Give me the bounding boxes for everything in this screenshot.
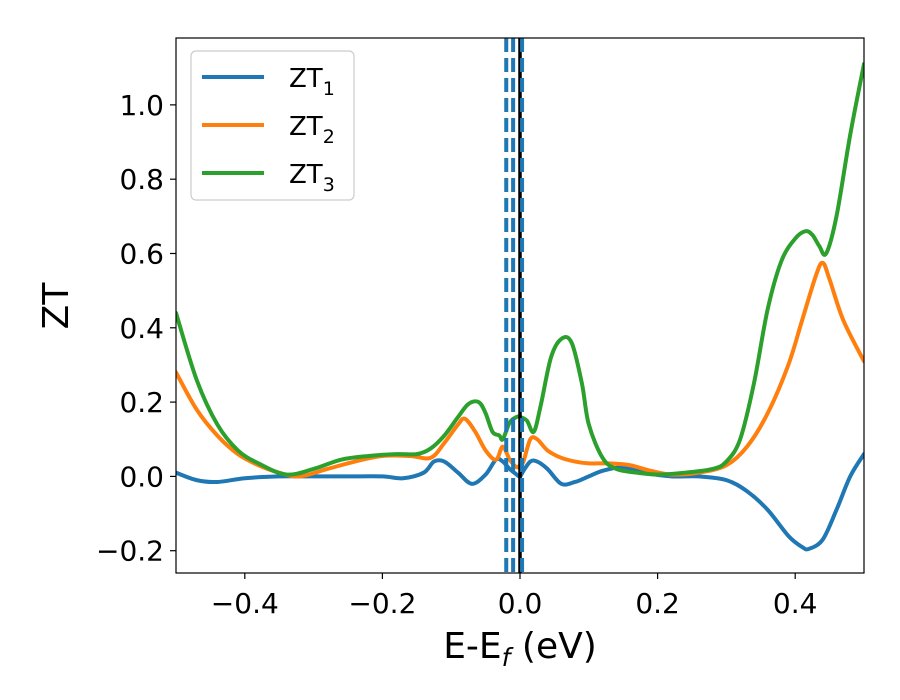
x-axis: −0.4 −0.2 0.0 0.2 0.4	[211, 573, 818, 620]
series-line-zt1	[176, 452, 864, 552]
plot-area	[176, 38, 864, 573]
y-tick-label: 0.8	[119, 163, 164, 196]
y-tick-label: 0.4	[119, 312, 164, 345]
y-tick-label: 0.6	[119, 237, 164, 270]
x-tick-label: 0.0	[498, 587, 543, 620]
y-tick-label: 0.2	[119, 386, 164, 419]
y-tick-label: 0.0	[119, 460, 164, 493]
y-tick-label: 1.0	[119, 89, 164, 122]
x-tick-label: −0.4	[211, 587, 279, 620]
legend-label-zt1: ZT1	[289, 64, 335, 100]
y-tick-label: −0.2	[96, 535, 164, 568]
y-axis-label: ZT	[36, 282, 77, 330]
legend-box	[190, 50, 355, 201]
legend: ZT1 ZT2 ZT3	[190, 50, 355, 201]
axes-frame	[175, 37, 865, 574]
x-axis-label: E-Ef (eV)	[443, 626, 597, 672]
series-line-zt3	[176, 62, 864, 477]
x-tick-label: −0.2	[348, 587, 416, 620]
x-tick-label: 0.4	[773, 587, 818, 620]
legend-label-zt3: ZT3	[289, 160, 335, 196]
legend-label-zt2: ZT2	[289, 112, 335, 148]
x-tick-label: 0.2	[635, 587, 680, 620]
y-axis: −0.2 0.0 0.2 0.4 0.6 0.8 1.0	[96, 89, 176, 568]
